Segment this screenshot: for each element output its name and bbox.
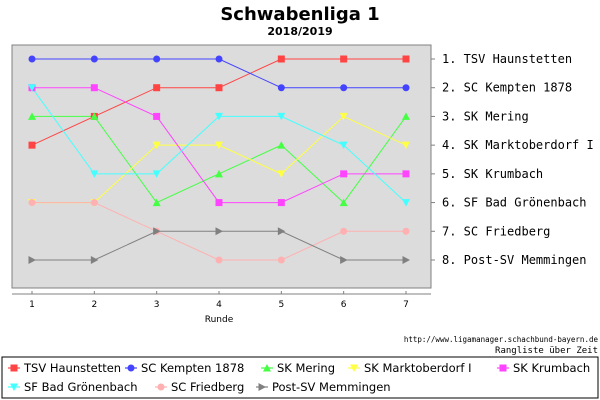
- right-axis: 1. TSV Haunstetten 2. SC Kempten 1878 3. S…: [430, 45, 594, 288]
- series-point-1: [277, 55, 285, 63]
- source-text: http://www.ligamanager.schachbund-bayern…: [404, 335, 599, 344]
- legend-marker: [258, 383, 266, 391]
- series-point-1: [153, 84, 161, 92]
- legend-marker: [499, 364, 507, 372]
- series-point-8: [153, 227, 161, 236]
- series-point-8: [340, 256, 348, 264]
- x-tick-label: 7: [403, 300, 409, 310]
- series-point-2: [28, 55, 36, 63]
- series-point-1: [215, 84, 223, 92]
- legend-label: SK Krumbach: [513, 361, 590, 375]
- series-point-7: [340, 227, 348, 235]
- legend-marker: [263, 364, 271, 372]
- x-tick-label: 4: [216, 300, 222, 310]
- series-point-1: [28, 141, 36, 149]
- plot-area: [11, 44, 432, 289]
- legend-label: Post-SV Memmingen: [272, 380, 391, 394]
- series-point-5: [153, 112, 161, 120]
- chart-title: Schwabenliga 1: [220, 4, 379, 25]
- series-point-8: [215, 227, 223, 236]
- series-point-3: [90, 112, 99, 120]
- x-axis: 1 2 3 4 5 6 7: [12, 291, 431, 310]
- series-point-5: [340, 170, 348, 178]
- series-point-3: [339, 198, 348, 207]
- rank-label: 3. SK Mering: [442, 109, 529, 123]
- legend-marker: [127, 364, 135, 372]
- series-point-7: [277, 256, 285, 264]
- series-point-6: [277, 112, 286, 121]
- series-point-7: [402, 227, 410, 235]
- series-point-8: [277, 227, 286, 236]
- x-tick-label: 1: [29, 300, 35, 310]
- series-point-7: [28, 199, 36, 207]
- rank-label: 2. SC Kempten 1878: [442, 81, 572, 95]
- series-point-6: [28, 84, 36, 92]
- rank-label: 4. SK Marktoberdorf I: [442, 138, 594, 152]
- source-subtext: Rangliste über Zeit: [495, 346, 598, 356]
- series-point-6: [90, 170, 99, 178]
- series-point-2: [153, 55, 161, 63]
- series-point-3: [277, 141, 286, 149]
- series-point-8: [402, 256, 410, 264]
- series-point-2: [402, 84, 410, 92]
- rank-label: 8. Post-SV Memmingen: [442, 253, 587, 267]
- series-point-3: [215, 169, 223, 178]
- series-point-7: [90, 199, 98, 207]
- series-point-6: [215, 112, 223, 121]
- series-point-7: [215, 256, 223, 264]
- series-point-3: [152, 198, 161, 207]
- series-point-3: [28, 112, 36, 120]
- x-tick-label: 6: [341, 300, 347, 310]
- series-point-6: [339, 141, 348, 150]
- legend-label: TSV Haunstetten: [23, 361, 121, 375]
- legend-marker: [350, 364, 358, 372]
- legend-marker: [10, 383, 18, 391]
- x-tick-label: 2: [91, 300, 97, 310]
- series-point-5: [215, 199, 223, 207]
- series-point-2: [215, 55, 223, 63]
- rank-label: 1. TSV Haunstetten: [442, 52, 572, 66]
- series-point-5: [402, 170, 410, 178]
- rank-label: 6. SF Bad Grönenbach: [442, 196, 587, 210]
- rank-label: 7. SC Friedberg: [442, 224, 550, 238]
- series-point-1: [340, 55, 348, 63]
- legend-label: SF Bad Grönenbach: [24, 380, 138, 394]
- chart-subtitle: 2018/2019: [267, 25, 332, 38]
- series-point-5: [277, 199, 285, 207]
- series-point-1: [402, 55, 410, 63]
- legend-marker: [10, 364, 18, 372]
- legend-label: SC Kempten 1878: [141, 361, 244, 375]
- series-point-4: [215, 141, 223, 150]
- series-point-4: [402, 141, 410, 150]
- series-point-2: [340, 84, 348, 92]
- legend-box: [1, 356, 599, 399]
- legend-marker: [157, 383, 165, 391]
- legend: TSV Haunstetten SC Kempten 1878 SK Mering S…: [8, 361, 590, 394]
- series-point-8: [28, 256, 36, 264]
- series-point-4: [339, 112, 348, 121]
- x-tick-label: 5: [278, 300, 284, 310]
- series-point-2: [90, 55, 98, 63]
- x-axis-label: Runde: [205, 315, 234, 325]
- series-point-8: [90, 256, 99, 264]
- series-point-2: [277, 84, 285, 92]
- legend-label: SK Mering: [277, 361, 335, 375]
- series-point-4: [277, 170, 286, 178]
- legend-label: SK Marktoberdorf I: [364, 361, 471, 375]
- series-point-4: [152, 141, 161, 150]
- series-point-6: [152, 170, 161, 178]
- legend-label: SC Friedberg: [171, 380, 244, 394]
- series-markers: [28, 55, 410, 264]
- series-point-5: [90, 84, 98, 92]
- x-tick-label: 3: [154, 300, 160, 310]
- series-point-3: [402, 112, 410, 120]
- rank-label: 5. SK Krumbach: [442, 167, 543, 181]
- series-point-6: [402, 199, 410, 207]
